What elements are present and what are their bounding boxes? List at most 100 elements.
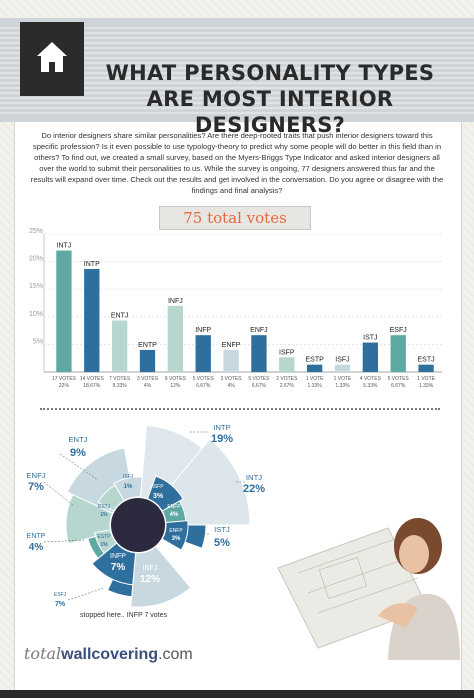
pct-label: 9.33%	[113, 383, 128, 389]
segment-label: INTJ	[246, 473, 262, 482]
bar-label: INTP	[84, 261, 100, 268]
segment-value: 12%	[140, 574, 160, 585]
pct-label: 4%	[144, 383, 152, 389]
leader-line	[43, 481, 75, 507]
segment-label: ENFP	[169, 528, 183, 534]
bar	[139, 349, 156, 372]
pct-label: 4%	[227, 383, 235, 389]
bar	[223, 349, 239, 372]
votes-label: 5 VOTES	[388, 376, 410, 382]
bar	[111, 320, 128, 372]
brand-logo[interactable]: totalwallcovering.com	[24, 644, 193, 664]
pct-label: 1.33%	[308, 383, 323, 389]
leader-line	[43, 539, 85, 543]
y-tick-label: 10%	[29, 311, 43, 318]
logo-bold: wallcovering	[61, 646, 159, 663]
bar-label: ENTP	[138, 342, 157, 349]
segment-value: 7%	[28, 481, 44, 493]
segment-label: ENFP	[167, 504, 181, 510]
votes-label: 1 VOTE	[417, 376, 435, 382]
pct-label: 5.33%	[363, 383, 378, 389]
bar-label: ESFJ	[390, 327, 407, 334]
segment-value: 3%	[172, 536, 181, 542]
bar	[390, 335, 406, 372]
segment-label: ISFJ	[123, 474, 134, 480]
page-title: WHAT PERSONALITY TYPES ARE MOST INTERIOR…	[90, 60, 450, 138]
segment-value: 4%	[170, 512, 179, 518]
home-icon	[37, 42, 67, 72]
segment-value: 1%	[100, 512, 108, 518]
segment-value: 9%	[70, 447, 86, 459]
rose-chart: INTP19%INTJ22%ISTJ5%INFJ12%ESFJ7%INFP7%E…	[26, 423, 265, 608]
pct-label: 1.33%	[335, 383, 350, 389]
title-line-2: ARE MOST INTERIOR DESIGNERS?	[146, 87, 394, 137]
votes-label: 2 VOTES	[276, 376, 298, 382]
rose-segment	[161, 520, 189, 551]
y-tick-label: 5%	[33, 338, 43, 345]
votes-label: 5 VOTES	[193, 376, 215, 382]
segment-value: 19%	[211, 433, 233, 445]
segment-value: 7%	[55, 601, 66, 608]
bar-label: ISFJ	[335, 357, 349, 364]
designer-photo	[268, 498, 460, 660]
pct-label: 6.67%	[391, 383, 406, 389]
votes-label: 3 VOTES	[137, 376, 159, 382]
segment-value: 22%	[243, 483, 265, 495]
rose-segment	[113, 476, 143, 502]
segment-value: 3%	[153, 493, 164, 500]
pct-label: 6.67%	[196, 383, 211, 389]
bar-label: ESTP	[305, 357, 324, 364]
bar-label: INFJ	[168, 298, 183, 305]
rose-segment	[130, 545, 192, 608]
total-votes-banner: 75 total votes	[159, 206, 311, 230]
pct-label: 6.67%	[252, 383, 267, 389]
pct-label: 22%	[59, 383, 70, 389]
title-line-1: WHAT PERSONALITY TYPES	[105, 61, 435, 85]
bar	[84, 268, 100, 372]
leader-line	[59, 453, 99, 481]
bar-label: ENFP	[222, 342, 241, 349]
bar	[334, 364, 351, 372]
section-divider	[40, 408, 440, 410]
bar	[167, 305, 184, 372]
chart-note: stopped here.. INFP 7 votes	[80, 612, 168, 619]
bar-label: INFP	[195, 327, 211, 334]
segment-label: INFP	[110, 553, 126, 560]
segment-value: 7%	[111, 562, 126, 573]
segment-value: 1%	[100, 542, 108, 548]
votes-label: 14 VOTES	[80, 376, 105, 382]
segment-label: ESTJ	[98, 504, 111, 510]
y-tick-label: 15%	[29, 283, 43, 290]
bar-label: INTJ	[57, 243, 72, 250]
segment-value: 1%	[124, 484, 133, 490]
rose-center	[111, 498, 165, 552]
bar	[56, 250, 72, 372]
votes-label: 1 VOTE	[306, 376, 324, 382]
segment-value: 4%	[29, 542, 44, 553]
bar-label: ISTJ	[363, 335, 377, 342]
bar	[362, 342, 379, 372]
footer-bar	[0, 690, 474, 698]
segment-label: ESFJ	[54, 592, 67, 598]
pct-label: 12%	[170, 383, 181, 389]
bar	[279, 357, 295, 372]
segment-label: INTP	[213, 423, 231, 432]
segment-label: ISTJ	[214, 525, 230, 534]
y-tick-label: 25%	[29, 228, 43, 235]
votes-label: 3 VOTES	[221, 376, 243, 382]
bar	[251, 335, 267, 372]
segment-label: ENFJ	[26, 471, 45, 480]
intro-paragraph: Do interior designers share similar pers…	[30, 131, 444, 195]
bar-label: ISFP	[279, 349, 295, 356]
bar-label: ENTJ	[111, 312, 128, 319]
bar	[306, 364, 323, 372]
bar-label: ESTJ	[418, 357, 435, 364]
segment-label: ESTP	[97, 534, 111, 540]
leader-line	[67, 587, 105, 601]
votes-label: 1 VOTE	[334, 376, 352, 382]
bar-label: ENFJ	[250, 327, 268, 334]
logo-prefix: total	[24, 644, 62, 663]
logo-suffix: .com	[158, 646, 193, 663]
